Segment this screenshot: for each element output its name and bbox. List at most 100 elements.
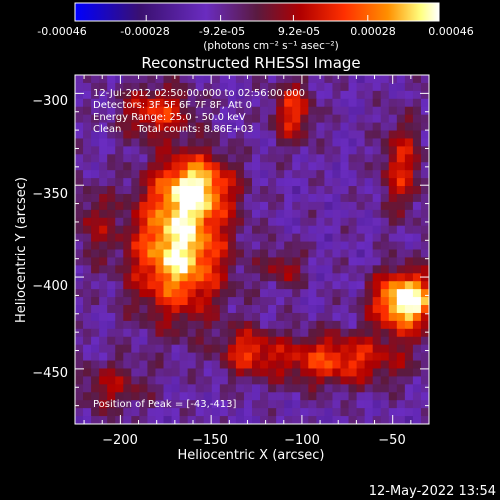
heatmap-cell [372, 146, 382, 155]
heatmap-cell [372, 138, 382, 147]
annotation-energy-range: Energy Range: 25.0 - 50.0 keV [93, 112, 246, 123]
heatmap-cell [115, 344, 124, 354]
heatmap-cell [131, 90, 140, 100]
heatmap-cell [316, 305, 326, 314]
heatmap-cell [332, 336, 342, 346]
heatmap-cell [83, 201, 92, 211]
heatmap-cell [243, 225, 253, 235]
heatmap-cell [316, 249, 326, 259]
heatmap-cell [268, 225, 277, 235]
heatmap-cell [203, 320, 213, 330]
heatmap-cell [211, 106, 221, 116]
heatmap-cell [123, 376, 132, 385]
heatmap-cell [260, 98, 269, 108]
heatmap-cell [163, 384, 173, 393]
heatmap-cell [380, 146, 390, 155]
heatmap-cell [75, 217, 84, 227]
heatmap-cell [211, 130, 221, 140]
heatmap-cell [252, 98, 261, 108]
heatmap-cell [372, 122, 382, 132]
heatmap-cell [316, 257, 326, 266]
heatmap-cell [364, 281, 374, 290]
heatmap-cell [308, 98, 317, 108]
heatmap-cell [372, 297, 382, 306]
heatmap-cell [147, 114, 157, 124]
heatmap-cell [219, 178, 229, 187]
heatmap-cell [372, 114, 382, 124]
heatmap-cell [219, 75, 229, 84]
heatmap-cell [388, 90, 398, 100]
heatmap-cell [276, 289, 285, 298]
heatmap-cell [99, 90, 108, 100]
heatmap-cell [356, 162, 366, 171]
heatmap-cell [195, 225, 205, 235]
heatmap-cell [268, 352, 277, 362]
heatmap-cell [300, 98, 309, 108]
heatmap-cell [324, 312, 334, 322]
heatmap-cell [115, 257, 124, 266]
heatmap-cell [219, 408, 229, 417]
heatmap-cell [372, 320, 382, 330]
heatmap-cell [276, 400, 285, 409]
heatmap-cell [123, 416, 132, 424]
heatmap-cell [252, 400, 261, 409]
heatmap-cell [388, 178, 398, 187]
heatmap-cell [75, 114, 84, 124]
heatmap-cell [147, 249, 157, 259]
heatmap-cell [324, 344, 334, 354]
heatmap-cell [292, 312, 301, 322]
heatmap-cell [292, 241, 301, 251]
heatmap-cell [147, 209, 157, 219]
heatmap-cell [364, 98, 374, 108]
heatmap-cell [195, 241, 205, 251]
heatmap-cell [83, 281, 92, 290]
heatmap-cell [260, 122, 269, 132]
heatmap-cell [284, 178, 293, 187]
heatmap-cell [340, 281, 350, 290]
heatmap-cell [420, 408, 429, 417]
heatmap-cell [420, 376, 429, 385]
heatmap-cell [187, 217, 197, 227]
heatmap-cell [195, 312, 205, 322]
heatmap-cell [131, 186, 140, 195]
heatmap-cell [91, 217, 100, 227]
heatmap-cell [316, 225, 326, 235]
heatmap-cell [99, 368, 108, 378]
heatmap-cell [107, 249, 116, 259]
heatmap-cell [396, 130, 406, 140]
heatmap-cell [147, 193, 157, 203]
heatmap-cell [332, 178, 342, 187]
heatmap-cell [179, 281, 189, 290]
heatmap-cell [203, 273, 213, 282]
heatmap-cell [163, 154, 173, 163]
heatmap-cell [260, 201, 269, 211]
heatmap-cell [131, 384, 140, 393]
heatmap-cell [364, 400, 374, 409]
heatmap-cell [348, 320, 358, 330]
heatmap-cell [179, 90, 189, 100]
heatmap-cell [276, 392, 285, 401]
heatmap-cell [83, 408, 92, 417]
heatmap-cell [75, 336, 84, 346]
heatmap-cell [187, 384, 197, 393]
heatmap-cell [380, 336, 390, 346]
heatmap-cell [163, 98, 173, 108]
heatmap-cell [284, 82, 293, 92]
heatmap-cell [340, 106, 350, 116]
heatmap-cell [171, 130, 181, 140]
heatmap-cell [99, 75, 108, 84]
heatmap-cell [308, 320, 317, 330]
heatmap-cell [211, 122, 221, 132]
heatmap-cell [155, 170, 165, 179]
heatmap-cell [284, 344, 293, 354]
heatmap-cell [300, 178, 309, 187]
heatmap-cell [107, 408, 116, 417]
heatmap-cell [316, 178, 326, 187]
heatmap-cell [227, 384, 237, 393]
heatmap-cell [300, 186, 309, 195]
heatmap-cell [372, 336, 382, 346]
heatmap-cell [131, 392, 140, 401]
heatmap-cell [155, 186, 165, 195]
heatmap-cell [260, 178, 269, 187]
heatmap-cell [179, 352, 189, 362]
